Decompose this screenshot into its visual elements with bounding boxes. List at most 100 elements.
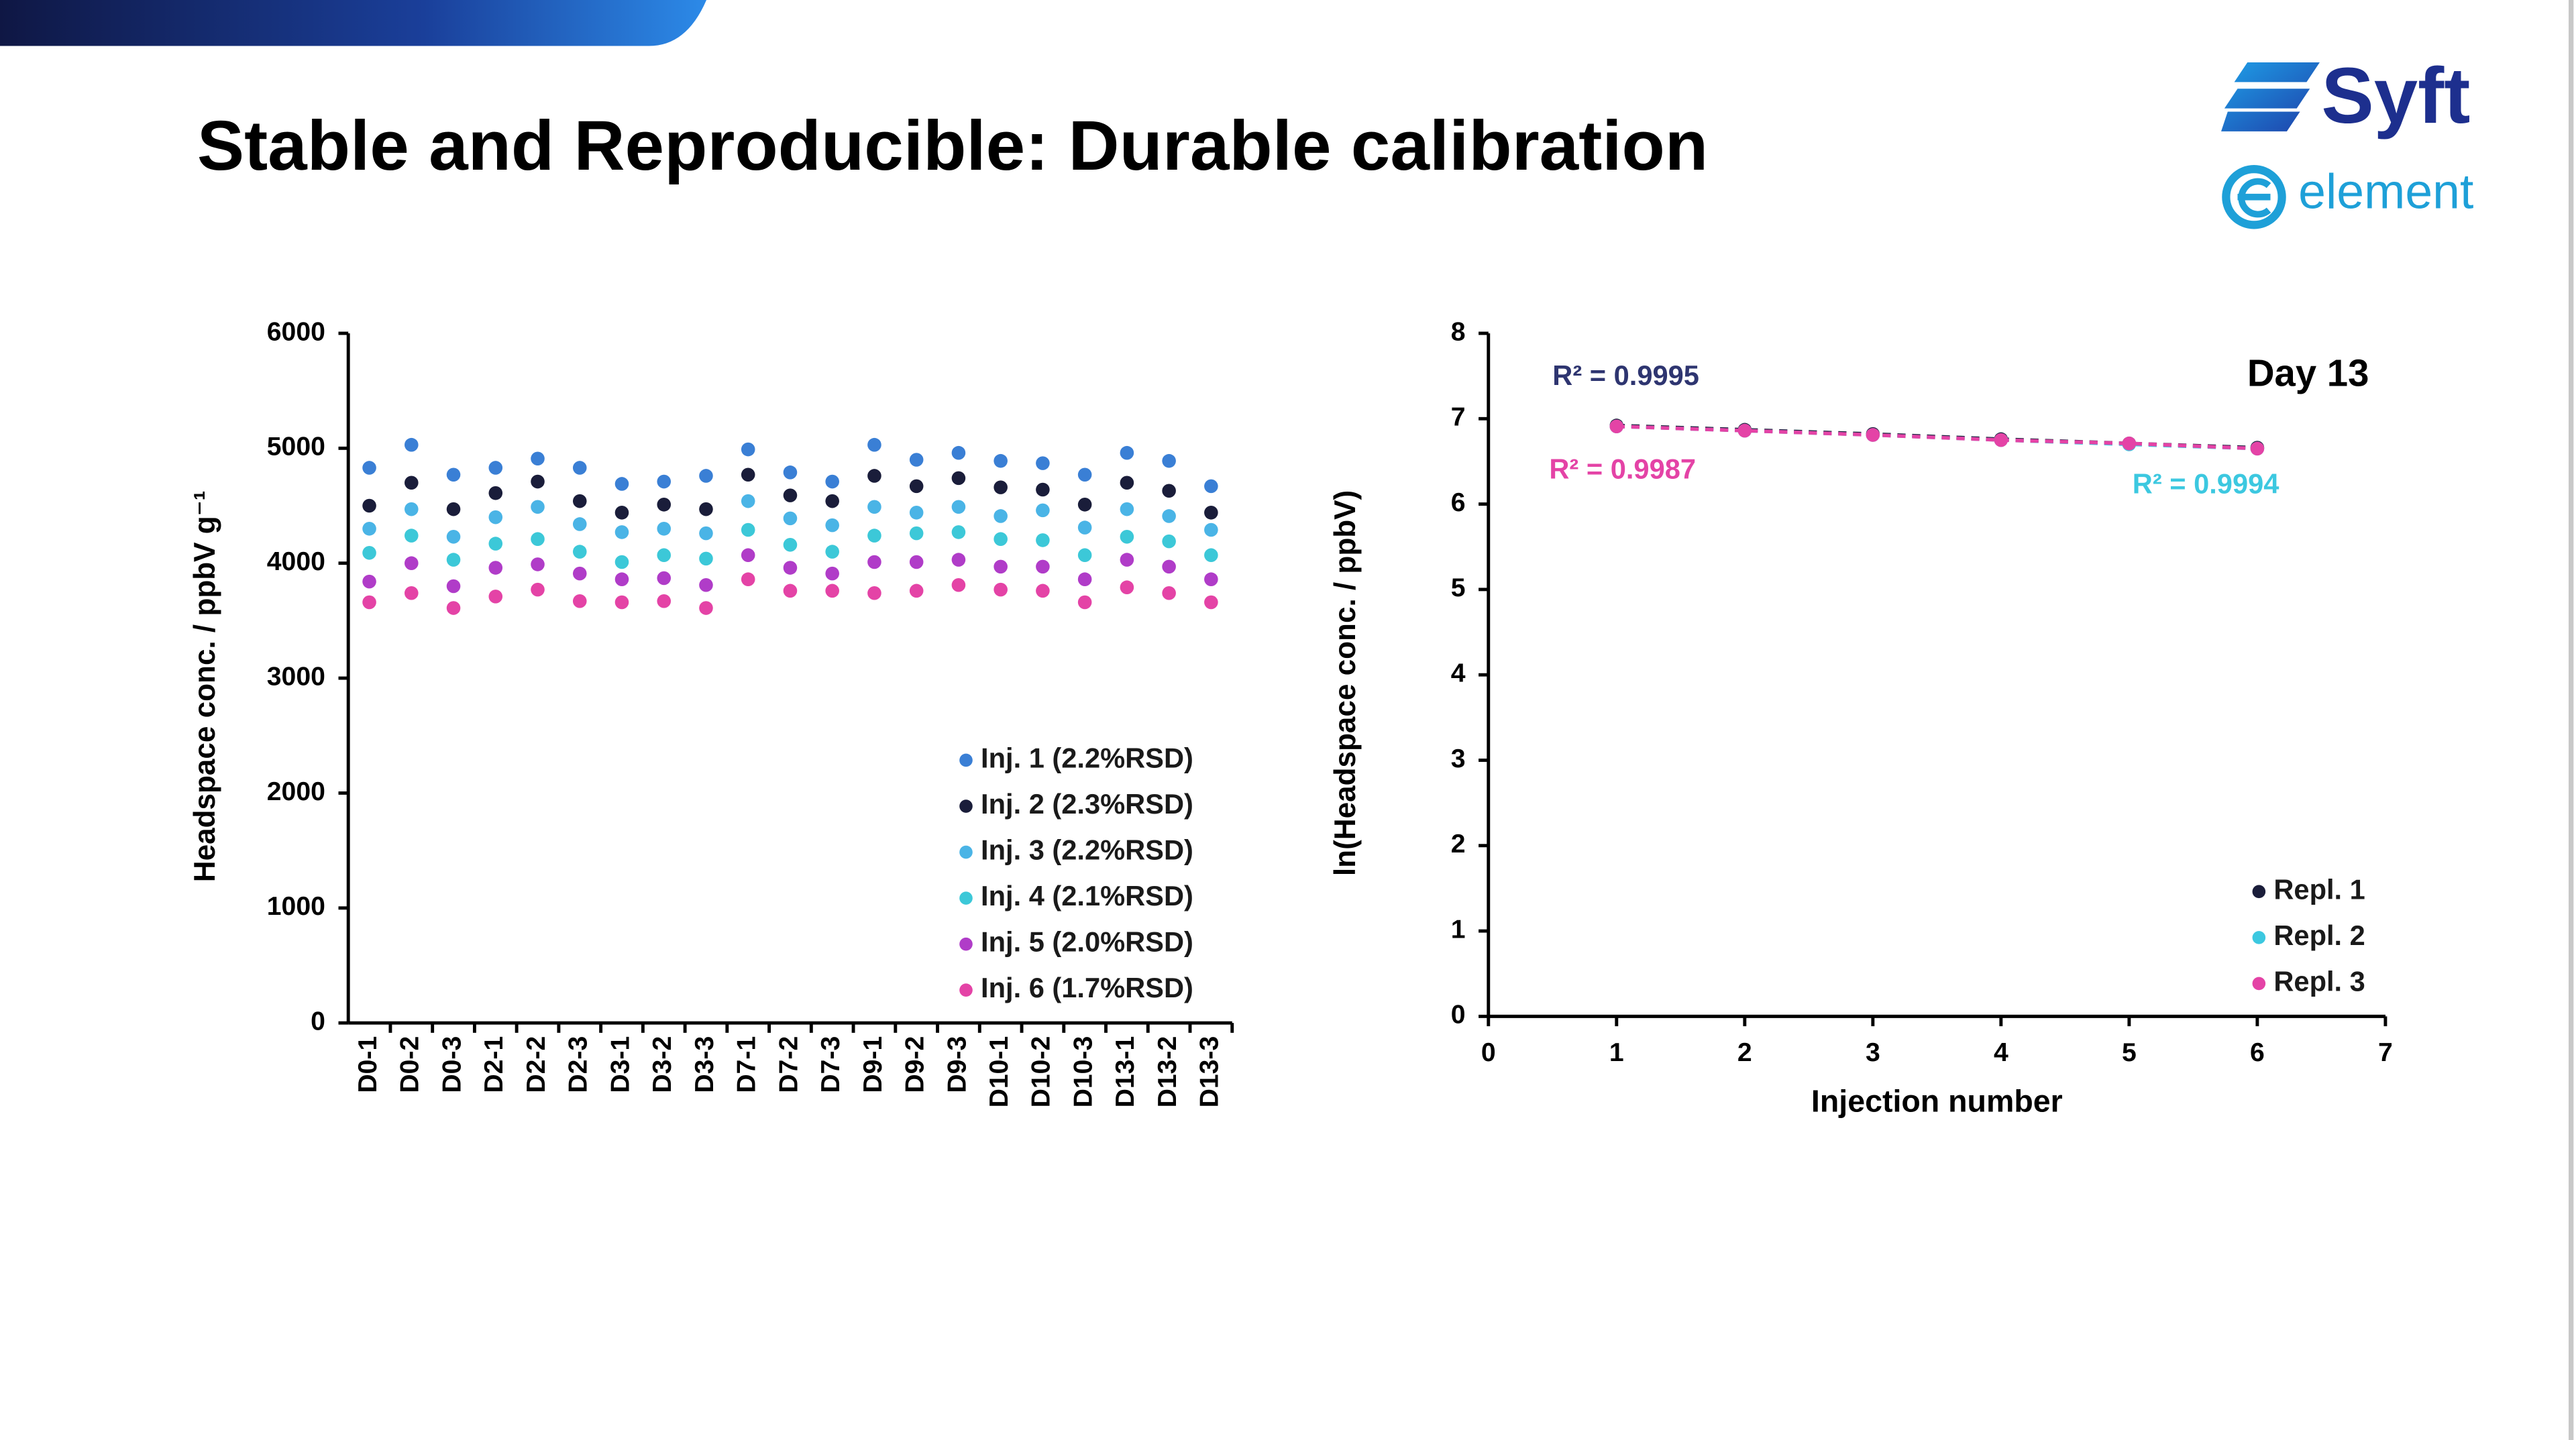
element-mark	[2222, 165, 2286, 229]
data-point	[1737, 423, 1752, 438]
y-tick-label: 1	[1451, 915, 1466, 944]
data-point	[1036, 533, 1050, 547]
data-point	[867, 437, 881, 452]
x-tick-label: D9-2	[901, 1036, 930, 1093]
data-point	[825, 494, 839, 508]
data-point	[405, 476, 419, 490]
data-point	[951, 577, 966, 592]
data-point	[1077, 520, 1092, 535]
slide-title: Stable and Reproducible: Durable calibra…	[197, 107, 1708, 185]
data-point	[909, 506, 924, 520]
data-point	[741, 442, 755, 457]
x-tick-label: D3-3	[690, 1036, 719, 1093]
data-point	[362, 574, 376, 589]
data-point	[531, 532, 545, 546]
data-point	[1204, 548, 1218, 562]
x-tick-label: D2-1	[480, 1036, 508, 1093]
data-point	[1036, 559, 1050, 574]
data-point	[825, 584, 839, 598]
data-point	[362, 461, 376, 475]
syft-text: Syft	[2321, 52, 2470, 140]
x-tick-label: 5	[2122, 1038, 2137, 1067]
y-tick-label: 2000	[267, 777, 325, 806]
data-point	[699, 502, 713, 516]
data-point	[614, 595, 629, 610]
legend-label: Inj. 4 (2.1%RSD)	[981, 880, 1193, 911]
x-tick-label: D7-1	[733, 1036, 761, 1093]
data-point	[994, 582, 1008, 597]
data-point	[1036, 456, 1050, 470]
y-tick-label: 3	[1451, 744, 1466, 773]
x-tick-label: 7	[2378, 1038, 2393, 1067]
data-point	[657, 474, 672, 489]
legend-label: Inj. 1 (2.2%RSD)	[981, 742, 1193, 773]
y-tick-label: 5000	[267, 433, 325, 461]
x-tick-label: 4	[1994, 1038, 2008, 1067]
chart: 0 1000 2000 3000 4000 5000 6000 D0-1 D0-2 D0-3 D2-…	[189, 317, 1234, 1108]
data-point	[572, 566, 587, 581]
legend-swatch	[959, 983, 973, 997]
data-point	[783, 584, 798, 598]
data-point	[783, 511, 798, 526]
data-point	[699, 469, 713, 483]
data-point	[572, 545, 587, 559]
data-point	[488, 461, 503, 475]
x-tick-label: D13-1	[1111, 1036, 1140, 1108]
data-point	[825, 566, 839, 581]
data-point	[867, 469, 881, 483]
data-point	[825, 518, 839, 533]
data-point	[446, 530, 461, 544]
data-point	[783, 488, 798, 502]
data-point	[446, 579, 461, 594]
data-point	[1120, 445, 1134, 460]
data-point	[657, 522, 672, 536]
data-point	[951, 525, 966, 539]
legend-label: Repl. 1	[2273, 873, 2365, 905]
data-point	[994, 480, 1008, 494]
x-tick-label: D9-1	[859, 1036, 888, 1093]
data-point	[1162, 534, 1176, 549]
y-tick-label: 3000	[267, 662, 325, 691]
legend-label: Inj. 3 (2.2%RSD)	[981, 834, 1193, 866]
legend-swatch	[2252, 885, 2266, 899]
data-point	[1162, 509, 1176, 523]
data-point	[951, 471, 966, 486]
data-point	[994, 532, 1008, 546]
data-point	[951, 500, 966, 514]
data-point	[951, 445, 966, 460]
y-axis-title: Headspace conc. / ppbV g⁻¹	[189, 490, 221, 882]
legend-label: Repl. 2	[2273, 920, 2365, 951]
data-point	[1162, 586, 1176, 600]
y-tick-label: 0	[311, 1007, 325, 1036]
data-point	[405, 556, 419, 570]
data-point	[614, 506, 629, 520]
x-tick-label: D7-2	[774, 1036, 803, 1093]
data-point	[572, 517, 587, 531]
data-point	[909, 479, 924, 494]
annotation: R² = 0.9994	[2133, 468, 2279, 500]
data-point	[1036, 482, 1050, 497]
data-point	[1994, 433, 2008, 447]
x-tick-label: D13-2	[1153, 1036, 1182, 1108]
y-tick-label: 0	[1451, 1001, 1466, 1030]
data-point	[446, 467, 461, 482]
data-point	[614, 525, 629, 539]
data-point	[741, 522, 755, 537]
x-tick-label: 3	[1866, 1038, 1880, 1067]
data-point	[405, 502, 419, 516]
data-point	[1120, 476, 1134, 490]
data-point	[994, 509, 1008, 523]
legend-swatch	[959, 753, 973, 767]
data-point	[531, 500, 545, 514]
chart: 0 1 2 3 4 5 6 7 8 0 1 2 3 4 5 6 7 ln(Headspace conc. / pp…	[1329, 317, 2393, 1118]
y-tick-label: 4	[1451, 659, 1466, 688]
data-point	[531, 557, 545, 571]
legend-swatch	[2252, 977, 2266, 991]
x-tick-label: D2-2	[522, 1036, 551, 1093]
y-tick-label: 4000	[267, 547, 325, 576]
element-text: element	[2298, 164, 2473, 219]
annotation: R² = 0.9987	[1549, 453, 1696, 485]
data-point	[1609, 419, 1624, 434]
y-axis-title: ln(Headspace conc. / ppbV)	[1329, 490, 1362, 876]
data-point	[1162, 559, 1176, 574]
